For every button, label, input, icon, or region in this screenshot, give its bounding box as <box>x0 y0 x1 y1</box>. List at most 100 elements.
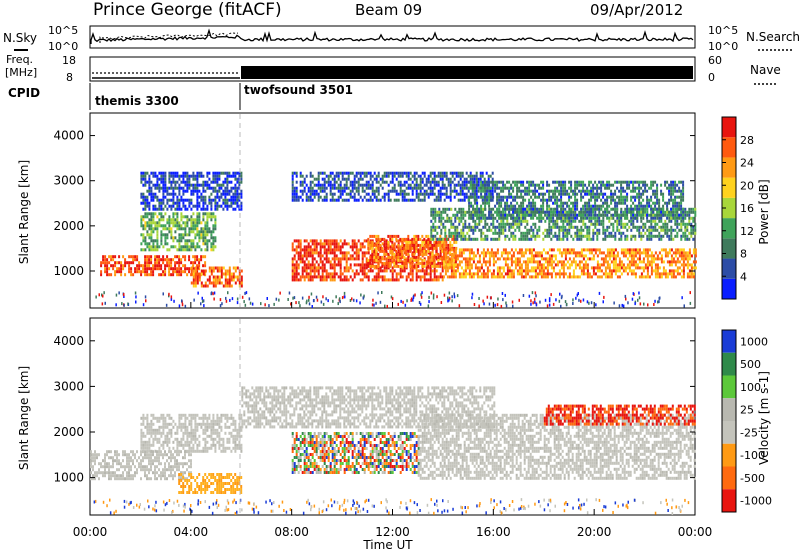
range-time-cell <box>546 207 549 211</box>
range-time-cell <box>152 192 155 196</box>
range-time-cell <box>538 228 541 232</box>
range-time-cell <box>684 263 687 267</box>
range-time-cell <box>638 228 641 232</box>
range-time-cell <box>158 273 161 277</box>
range-time-cell <box>142 233 145 237</box>
range-time-cell <box>664 231 667 235</box>
range-time-cell <box>361 251 364 255</box>
range-time-cell <box>562 228 565 232</box>
range-time-cell <box>516 251 519 255</box>
range-time-cell <box>345 275 348 279</box>
range-time-cell <box>180 215 183 219</box>
range-time-cell <box>220 195 223 199</box>
range-time-cell <box>202 186 205 190</box>
range-time-cell <box>536 263 539 267</box>
range-time-cell <box>590 266 593 270</box>
range-time-cell <box>692 251 695 255</box>
range-time-cell <box>144 261 147 265</box>
range-time-cell <box>534 183 537 187</box>
range-time-cell <box>395 245 398 249</box>
range-time-cell <box>148 233 151 237</box>
range-time-cell <box>198 171 201 175</box>
range-time-cell <box>102 255 105 259</box>
range-time-cell <box>548 195 551 199</box>
range-time-cell <box>325 260 328 264</box>
range-time-cell <box>458 248 461 252</box>
range-time-cell <box>190 272 193 276</box>
range-time-cell <box>612 228 615 232</box>
range-time-cell <box>544 266 547 270</box>
range-time-cell <box>504 213 507 217</box>
range-time-cell <box>194 281 197 285</box>
range-time-cell <box>664 248 667 252</box>
range-time-cell <box>168 215 171 219</box>
range-time-cell <box>474 263 477 267</box>
range-time-cell <box>367 240 370 244</box>
range-time-cell <box>488 195 491 199</box>
range-time-cell <box>456 237 459 241</box>
range-time-cell <box>474 254 477 258</box>
range-time-cell <box>363 189 366 193</box>
range-time-cell <box>464 219 467 223</box>
range-time-cell <box>468 251 471 255</box>
range-time-cell <box>236 180 239 184</box>
range-time-cell <box>650 266 653 270</box>
range-time-cell <box>204 233 207 237</box>
range-time-cell <box>526 213 529 217</box>
range-time-cell <box>441 240 444 244</box>
range-time-cell <box>648 231 651 235</box>
range-time-cell <box>166 258 169 262</box>
range-time-cell <box>174 255 177 259</box>
range-time-cell <box>162 218 165 222</box>
range-time-cell <box>516 183 519 187</box>
range-time-cell <box>460 272 463 276</box>
range-time-cell <box>182 227 185 231</box>
range-time-cell <box>432 228 435 232</box>
range-time-cell <box>496 183 499 187</box>
range-time-cell <box>632 234 635 238</box>
range-time-cell <box>415 278 418 282</box>
range-time-cell <box>443 198 446 202</box>
range-time-cell <box>486 234 489 238</box>
range-time-cell <box>176 221 179 225</box>
range-time-cell <box>419 198 422 202</box>
range-time-cell <box>638 231 641 235</box>
range-time-cell <box>156 215 159 219</box>
range-time-cell <box>472 272 475 276</box>
range-time-cell <box>172 236 175 240</box>
range-time-cell <box>212 239 215 243</box>
range-time-cell <box>626 248 629 252</box>
range-time-cell <box>339 257 342 261</box>
range-time-cell <box>303 263 306 267</box>
range-time-cell <box>628 260 631 264</box>
range-time-cell <box>471 195 474 199</box>
range-time-cell <box>353 192 356 196</box>
range-time-cell <box>343 275 346 279</box>
range-time-cell <box>168 224 171 228</box>
range-time-cell <box>150 189 153 193</box>
range-time-cell <box>204 281 207 285</box>
range-time-cell <box>454 257 457 261</box>
range-time-cell <box>622 254 625 258</box>
range-time-cell <box>142 236 145 240</box>
range-time-cell <box>295 266 298 270</box>
range-time-cell <box>323 195 326 199</box>
range-time-cell <box>510 269 513 273</box>
range-time-cell <box>339 239 342 243</box>
range-time-cell <box>180 186 183 190</box>
range-time-cell <box>200 192 203 196</box>
range-time-cell <box>642 216 645 220</box>
range-time-cell <box>309 278 312 282</box>
range-time-cell <box>303 275 306 279</box>
range-time-cell <box>628 254 631 258</box>
range-time-cell <box>684 225 687 229</box>
range-time-cell <box>574 275 577 279</box>
range-time-cell <box>303 248 306 252</box>
range-time-cell <box>196 183 199 187</box>
range-time-cell <box>170 198 173 202</box>
range-time-cell <box>150 227 153 231</box>
range-time-cell <box>204 255 207 259</box>
range-time-cell <box>650 263 653 267</box>
range-time-cell <box>445 174 448 178</box>
range-time-cell <box>343 257 346 261</box>
